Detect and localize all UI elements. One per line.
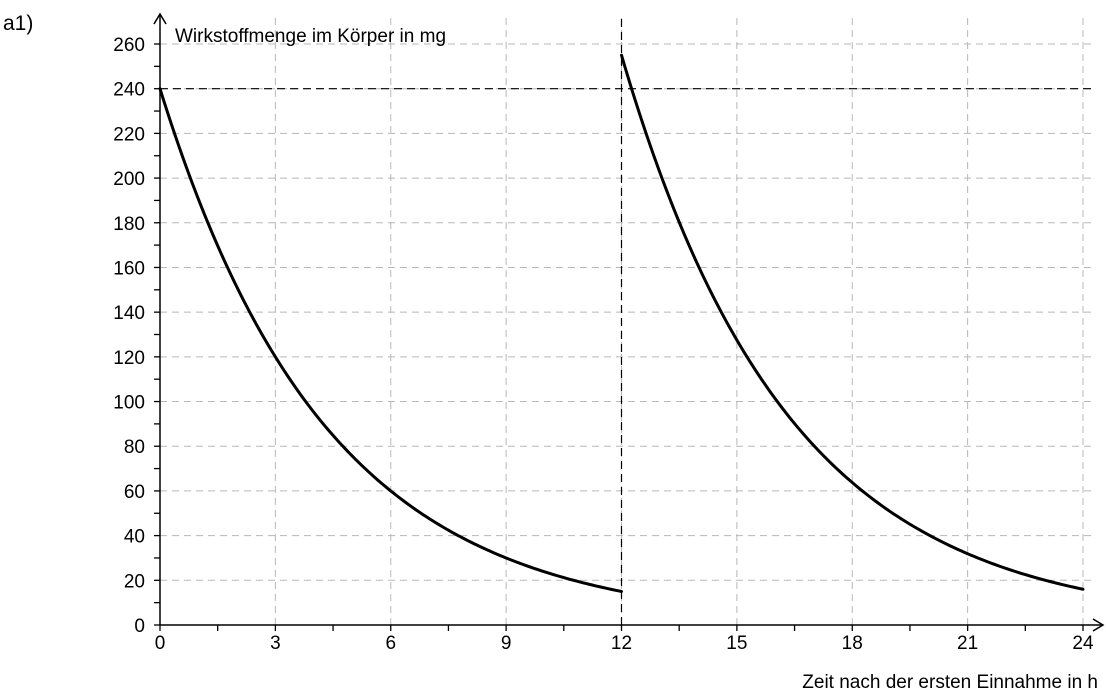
data-series bbox=[158, 53, 1085, 593]
y-tick-label: 140 bbox=[113, 303, 145, 324]
y-tick-label: 180 bbox=[113, 214, 145, 235]
axes bbox=[153, 12, 1105, 632]
y-tick-label: 160 bbox=[113, 258, 145, 279]
x-axis-arrow bbox=[1092, 618, 1105, 632]
y-tick-label: 40 bbox=[124, 527, 145, 548]
x-tick-labels: 0 3 6 9 12 15 18 21 24 bbox=[155, 633, 1094, 654]
x-tick-label: 3 bbox=[270, 633, 281, 654]
x-tick-label: 18 bbox=[842, 633, 863, 654]
y-tick-label: 260 bbox=[113, 35, 145, 56]
y-tick-label: 120 bbox=[113, 348, 145, 369]
y-tick-label: 220 bbox=[113, 124, 145, 145]
panel-label: a1) bbox=[3, 12, 33, 35]
x-tick-label: 21 bbox=[957, 633, 978, 654]
y-tick-label: 80 bbox=[124, 437, 145, 458]
series-line-2 bbox=[620, 53, 1085, 591]
x-tick-label: 15 bbox=[726, 633, 747, 654]
x-tick-label: 24 bbox=[1072, 633, 1094, 654]
y-tick-label: 240 bbox=[113, 80, 145, 101]
reference-lines bbox=[160, 16, 1093, 625]
y-tick-label: 100 bbox=[113, 393, 145, 414]
y-tick-label: 60 bbox=[124, 482, 145, 503]
x-tick-label: 9 bbox=[501, 633, 512, 654]
grid bbox=[160, 16, 1093, 625]
x-tick-label: 12 bbox=[611, 633, 632, 654]
y-tick-label: 20 bbox=[124, 571, 145, 592]
x-axis-title: Zeit nach der ersten Einnahme in h bbox=[802, 672, 1098, 693]
y-tick-label: 0 bbox=[134, 616, 145, 637]
y-tick-label: 200 bbox=[113, 169, 145, 190]
x-tick-label: 0 bbox=[155, 633, 166, 654]
y-axis-arrow bbox=[153, 12, 167, 25]
series-line-1 bbox=[158, 87, 623, 593]
x-tick-label: 6 bbox=[385, 633, 396, 654]
y-axis-title: Wirkstoffmenge im Körper in mg bbox=[175, 26, 446, 47]
y-tick-labels: 0 20 40 60 80 100 120 140 160 180 200 220 240 260 bbox=[113, 35, 145, 637]
